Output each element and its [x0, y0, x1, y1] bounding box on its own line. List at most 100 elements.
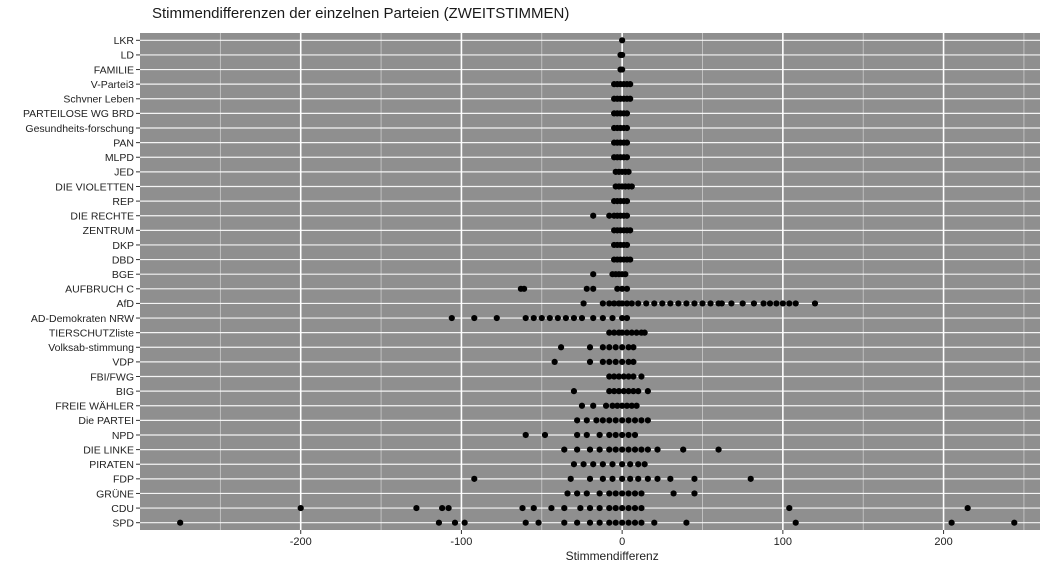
- data-point: [435, 519, 443, 526]
- data-point: [606, 431, 613, 439]
- data-point: [611, 388, 618, 395]
- data-point: [635, 475, 642, 482]
- data-point: [599, 417, 606, 424]
- data-point: [739, 300, 746, 307]
- data-point: [619, 314, 626, 322]
- x-axis: -200 -100 0 100 200: [290, 530, 953, 548]
- data-point: [625, 417, 632, 424]
- chart-title: Stimmendifferenzen der einzelnen Parteie…: [152, 5, 570, 22]
- data-point: [631, 417, 639, 424]
- data-point: [750, 300, 758, 307]
- data-point: [644, 388, 651, 395]
- data-point: [606, 504, 613, 512]
- data-point: [574, 431, 581, 439]
- data-point: [683, 300, 690, 307]
- grid-minor: [219, 33, 1025, 530]
- y-tick-label: AD-Demokraten NRW: [31, 313, 134, 325]
- data-point: [659, 300, 666, 307]
- data-point: [635, 388, 642, 395]
- data-point: [792, 519, 799, 526]
- data-point: [623, 124, 631, 132]
- data-point: [612, 344, 619, 351]
- y-tick-label: PARTEILOSE WG BRD: [23, 108, 134, 120]
- data-points: [177, 37, 1018, 526]
- data-point: [471, 314, 478, 322]
- data-point: [630, 373, 637, 380]
- data-point: [583, 417, 590, 424]
- y-tick-label: DKP: [112, 240, 134, 252]
- data-point: [633, 329, 640, 336]
- data-point: [728, 300, 735, 307]
- data-point: [619, 431, 626, 439]
- data-point: [596, 490, 603, 497]
- data-point: [628, 402, 635, 409]
- data-point: [609, 461, 616, 468]
- x-tick-label: -100: [450, 536, 472, 548]
- data-point: [623, 110, 631, 117]
- data-point: [623, 139, 631, 146]
- data-point: [619, 402, 626, 409]
- y-tick-label: BGE: [112, 269, 134, 281]
- data-point: [627, 81, 634, 88]
- data-point: [638, 446, 645, 453]
- data-point: [413, 504, 420, 512]
- y-tick-label: NPD: [112, 430, 135, 442]
- y-tick-label: V-Partei3: [91, 79, 134, 91]
- data-point: [561, 519, 568, 526]
- data-point: [766, 300, 774, 307]
- data-point: [651, 519, 658, 526]
- data-point: [964, 504, 971, 512]
- data-point: [630, 344, 637, 351]
- data-point: [599, 300, 606, 307]
- data-point: [590, 402, 597, 409]
- data-point: [590, 314, 597, 322]
- data-point: [596, 519, 603, 526]
- y-tick-label: BIG: [116, 386, 134, 398]
- data-point: [599, 344, 606, 351]
- data-point: [535, 519, 542, 526]
- data-point: [644, 417, 651, 424]
- data-point: [627, 256, 634, 263]
- data-point: [599, 461, 606, 468]
- data-point: [451, 519, 459, 526]
- data-point: [590, 271, 597, 278]
- data-point: [625, 168, 632, 175]
- data-point: [644, 475, 651, 482]
- data-point: [521, 285, 528, 292]
- data-point: [612, 504, 619, 512]
- data-point: [567, 475, 574, 482]
- data-point: [623, 154, 631, 161]
- data-point: [611, 373, 618, 380]
- y-tick-label: DIE LINKE: [83, 444, 134, 456]
- data-point: [619, 358, 626, 365]
- data-point: [619, 51, 626, 59]
- data-point: [619, 285, 626, 292]
- data-point: [619, 417, 626, 424]
- data-point: [620, 388, 627, 395]
- data-point: [538, 314, 545, 322]
- data-point: [627, 461, 634, 468]
- data-point: [619, 37, 626, 44]
- plot-panel: [140, 33, 1040, 530]
- data-point: [570, 388, 578, 395]
- data-point: [699, 300, 706, 307]
- data-point: [606, 388, 613, 395]
- data-point: [586, 358, 594, 365]
- data-point: [628, 329, 635, 336]
- y-tick-label: PIRATEN: [89, 459, 134, 471]
- data-point: [638, 417, 645, 424]
- data-point: [638, 490, 645, 497]
- data-point: [611, 329, 618, 336]
- data-point: [541, 431, 549, 439]
- data-point: [623, 329, 631, 336]
- data-point: [606, 373, 613, 380]
- x-tick-label: -200: [290, 536, 312, 548]
- data-point: [623, 314, 631, 322]
- y-tick-label: FBI/FWG: [90, 371, 134, 383]
- data-point: [625, 431, 632, 439]
- data-point: [627, 475, 634, 482]
- data-point: [586, 446, 594, 453]
- data-point: [619, 461, 626, 468]
- y-tick-label: SPD: [112, 517, 134, 529]
